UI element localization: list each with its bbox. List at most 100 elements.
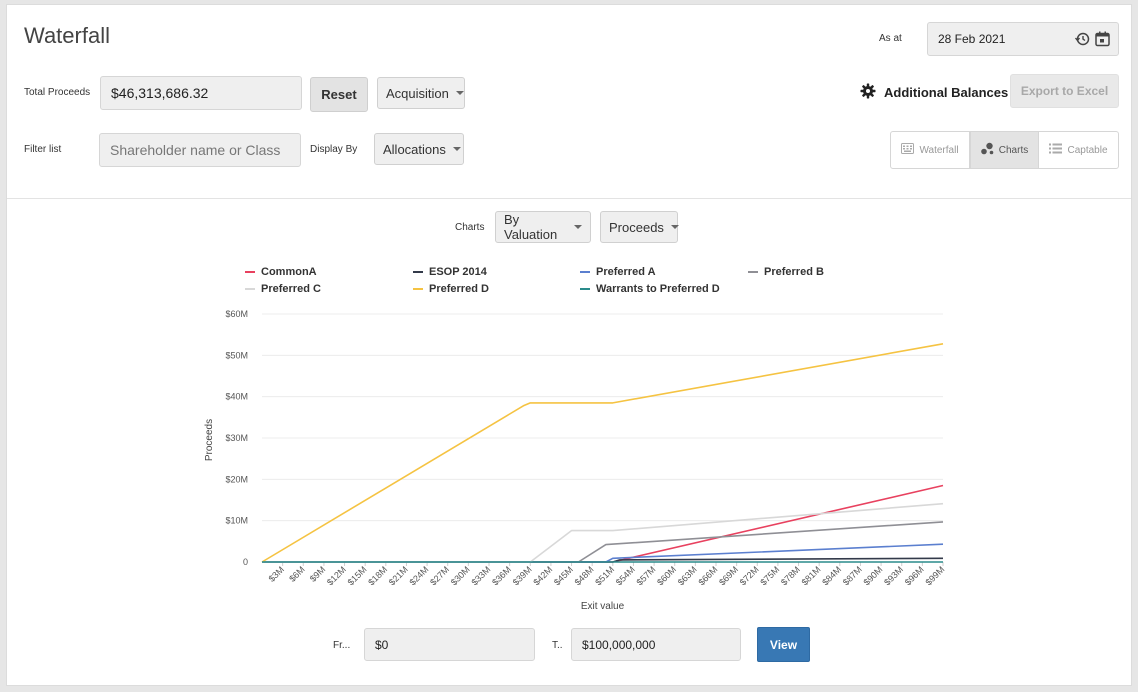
x-tick-label: $96M xyxy=(903,564,926,587)
bubbles-icon xyxy=(980,142,994,158)
x-tick-label: $18M xyxy=(366,564,389,587)
chart-metric-dropdown[interactable]: Proceeds xyxy=(600,211,679,243)
series-line-preferred-b xyxy=(262,521,944,563)
legend-item-preferred-b[interactable]: Preferred B xyxy=(748,266,824,278)
additional-balances-label: Additional Balances xyxy=(884,85,1009,100)
legend-swatch xyxy=(413,271,423,273)
x-tick-label: $75M xyxy=(758,564,781,587)
x-tick-label: $15M xyxy=(346,564,369,587)
chevron-down-icon xyxy=(455,91,464,95)
y-tick-label: $20M xyxy=(225,474,248,484)
y-tick-label: $40M xyxy=(225,392,248,402)
legend-item-commona[interactable]: CommonA xyxy=(245,266,317,278)
total-proceeds-label: Total Proceeds xyxy=(24,87,91,98)
x-tick-label: $33M xyxy=(469,564,492,587)
x-tick-label: $57M xyxy=(635,564,658,587)
x-tick-label: $81M xyxy=(800,564,823,587)
legend-label: Preferred C xyxy=(261,283,321,295)
legend-item-preferred-c[interactable]: Preferred C xyxy=(245,283,321,295)
x-tick-label: $27M xyxy=(428,564,451,587)
x-tick-label: $24M xyxy=(408,564,431,587)
x-tick-label: $51M xyxy=(593,564,616,587)
proceeds-line-chart: 0$10M$20M$30M$40M$50M$60M$3M $6M $9M$12M$1… xyxy=(204,309,946,612)
list-icon xyxy=(1049,143,1063,157)
tab-captable[interactable]: Captable xyxy=(1038,131,1119,169)
x-tick-label: $30M xyxy=(449,564,472,587)
as-at-date-field[interactable]: 28 Feb 2021 xyxy=(927,22,1119,56)
y-tick-label: $60M xyxy=(225,309,248,319)
x-tick-label: $60M xyxy=(655,564,678,587)
x-tick-label: $90M xyxy=(862,564,885,587)
x-tick-label: $66M xyxy=(696,564,719,587)
legend-label: Preferred B xyxy=(764,266,824,278)
keyboard-icon xyxy=(901,143,915,157)
legend-label: Preferred A xyxy=(596,266,656,278)
export-to-excel-button[interactable]: Export to Excel xyxy=(1010,74,1119,108)
x-tick-label: $6M xyxy=(287,564,306,583)
x-tick-label: $87M xyxy=(841,564,864,587)
x-tick-label: $69M xyxy=(717,564,740,587)
scenario-dropdown[interactable]: Acquisition xyxy=(377,77,465,109)
x-tick-label: $45M xyxy=(552,564,575,587)
x-axis-title: Exit value xyxy=(581,601,625,612)
gear-icon xyxy=(860,83,876,102)
view-button[interactable]: View xyxy=(757,627,810,662)
y-axis-title: Proceeds xyxy=(204,419,215,461)
additional-balances-button[interactable]: Additional Balances xyxy=(860,83,1008,102)
y-tick-label: $50M xyxy=(225,350,248,360)
legend-item-esop-2014[interactable]: ESOP 2014 xyxy=(413,266,487,278)
legend-item-preferred-d[interactable]: Preferred D xyxy=(413,283,489,295)
x-tick-label: $48M xyxy=(573,564,596,587)
chevron-down-icon xyxy=(670,225,679,229)
series-line-preferred-c xyxy=(262,502,944,563)
x-tick-label: $99M xyxy=(923,564,946,587)
x-tick-label: $36M xyxy=(490,564,513,587)
x-tick-label: $84M xyxy=(820,564,843,587)
x-tick-label: $12M xyxy=(325,564,348,587)
legend-label: ESOP 2014 xyxy=(429,266,487,278)
page-title: Waterfall xyxy=(24,23,110,48)
as-at-label: As at xyxy=(879,33,902,44)
x-tick-label: $54M xyxy=(614,564,637,587)
tab-waterfall[interactable]: Waterfall xyxy=(890,131,970,169)
range-to-label: T.. xyxy=(552,640,563,651)
legend-item-preferred-a[interactable]: Preferred A xyxy=(580,266,656,278)
display-by-label: Display By xyxy=(310,144,358,155)
chevron-down-icon xyxy=(452,147,461,151)
filter-list-label: Filter list xyxy=(24,144,62,155)
display-by-value: Allocations xyxy=(383,141,446,157)
series-line-preferred-d xyxy=(261,343,944,563)
scenario-dropdown-value: Acquisition xyxy=(386,85,449,101)
reset-button[interactable]: Reset xyxy=(310,77,368,112)
legend-swatch xyxy=(413,288,423,290)
x-tick-label: $72M xyxy=(738,564,761,587)
calendar-icon[interactable] xyxy=(1095,31,1110,50)
range-to-input[interactable]: $100,000,000 xyxy=(571,628,741,661)
chart-by-dropdown[interactable]: By Valuation xyxy=(495,211,591,243)
legend-swatch xyxy=(245,288,255,290)
x-tick-label: $93M xyxy=(882,564,905,587)
as-at-date-value: 28 Feb 2021 xyxy=(938,32,1006,46)
y-tick-label: 0 xyxy=(243,557,248,567)
history-icon[interactable] xyxy=(1074,31,1090,50)
waterfall-panel: Waterfall As at 28 Feb 2021 Total Procee… xyxy=(6,4,1132,686)
filter-input[interactable]: Shareholder name or Class xyxy=(99,133,301,167)
legend-label: CommonA xyxy=(261,266,317,278)
range-from-input[interactable]: $0 xyxy=(364,628,535,661)
tab-charts[interactable]: Charts xyxy=(970,131,1039,169)
y-tick-label: $30M xyxy=(225,433,248,443)
tab-waterfall-label: Waterfall xyxy=(919,144,959,156)
legend-item-warrants-to-preferred-d[interactable]: Warrants to Preferred D xyxy=(580,283,720,295)
x-tick-label: $42M xyxy=(531,564,554,587)
legend-label: Preferred D xyxy=(429,283,489,295)
legend-swatch xyxy=(245,271,255,273)
display-by-dropdown[interactable]: Allocations xyxy=(374,133,464,165)
legend-swatch xyxy=(580,271,590,273)
legend-label: Warrants to Preferred D xyxy=(596,283,720,295)
x-tick-label: $63M xyxy=(676,564,699,587)
total-proceeds-input[interactable]: $46,313,686.32 xyxy=(100,76,302,110)
x-tick-label: $3M xyxy=(267,564,286,583)
series-line-commona xyxy=(262,484,944,563)
y-tick-label: $10M xyxy=(225,516,248,526)
tab-captable-label: Captable xyxy=(1067,144,1108,156)
